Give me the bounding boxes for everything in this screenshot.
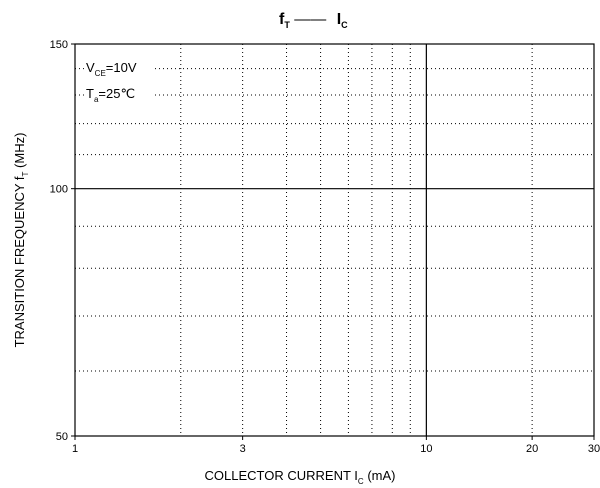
x-tick-label: 1 xyxy=(72,443,78,455)
y-tick-label: 50 xyxy=(56,431,68,443)
x-tick-label: 20 xyxy=(526,443,538,455)
condition-label: VCE=10V xyxy=(86,60,137,78)
x-tick-label: 3 xyxy=(240,443,246,455)
y-tick-label: 150 xyxy=(50,39,68,51)
x-axis-label: COLLECTOR CURRENT IC (mA) xyxy=(205,468,396,486)
x-tick-label: 30 xyxy=(588,443,600,455)
y-axis-label: TRANSITION FREQUENCY fT (MHz) xyxy=(12,133,30,348)
x-tick-label: 10 xyxy=(420,443,432,455)
y-tick-label: 100 xyxy=(50,184,68,196)
condition-label: Ta=25℃ xyxy=(86,86,135,104)
condition-bg xyxy=(84,84,154,104)
chart-title: fT —— IC xyxy=(279,11,348,30)
plot-frame xyxy=(74,43,595,437)
condition-bg xyxy=(84,58,154,78)
